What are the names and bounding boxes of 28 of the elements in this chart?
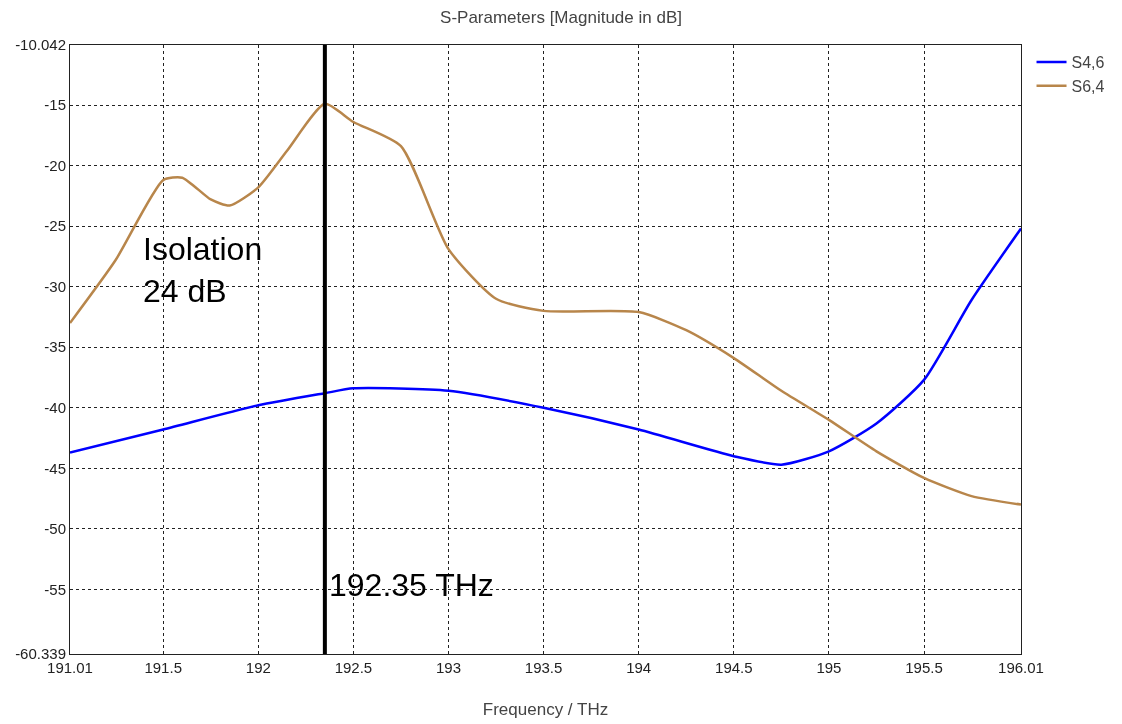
x-tick-label: 195.5 xyxy=(905,659,943,676)
y-tick-label: -10.042 xyxy=(15,36,66,54)
y-tick-label: -25 xyxy=(44,217,66,235)
legend-label: S6,4 xyxy=(1071,77,1105,95)
x-tick-label: 193 xyxy=(435,659,462,676)
x-tick-label: 191.5 xyxy=(144,659,182,676)
line-series xyxy=(70,102,1021,506)
y-tick-label: -30 xyxy=(44,277,66,295)
x-tick-label: 192 xyxy=(245,659,271,676)
y-tick-label: -50 xyxy=(44,520,66,538)
y-tick-label: -55 xyxy=(44,580,66,598)
line-series xyxy=(70,227,1021,466)
annotation: Isolation 24 dB xyxy=(143,231,263,309)
chart-title: S-Parameters [Magnitude in dB] xyxy=(440,7,682,27)
x-tick-label: 192.5 xyxy=(334,659,373,676)
x-tick-label: 194.5 xyxy=(715,659,753,676)
ref-line-label: 192.35 THz xyxy=(329,567,494,603)
y-tick-label: -45 xyxy=(44,459,66,477)
y-tick-label: -20 xyxy=(44,156,66,174)
y-tick-label: -15 xyxy=(44,96,66,114)
y-tick-label: -35 xyxy=(44,338,66,356)
x-tick-label: 194 xyxy=(626,659,652,676)
x-tick-label: 195 xyxy=(816,659,842,676)
y-tick-label: -40 xyxy=(44,398,66,416)
x-tick-label: 196.01 xyxy=(998,659,1044,676)
legend-label: S4,6 xyxy=(1071,54,1105,72)
x-axis-title: Frequency / THz xyxy=(482,700,609,719)
x-tick-label: 193.5 xyxy=(524,659,563,676)
